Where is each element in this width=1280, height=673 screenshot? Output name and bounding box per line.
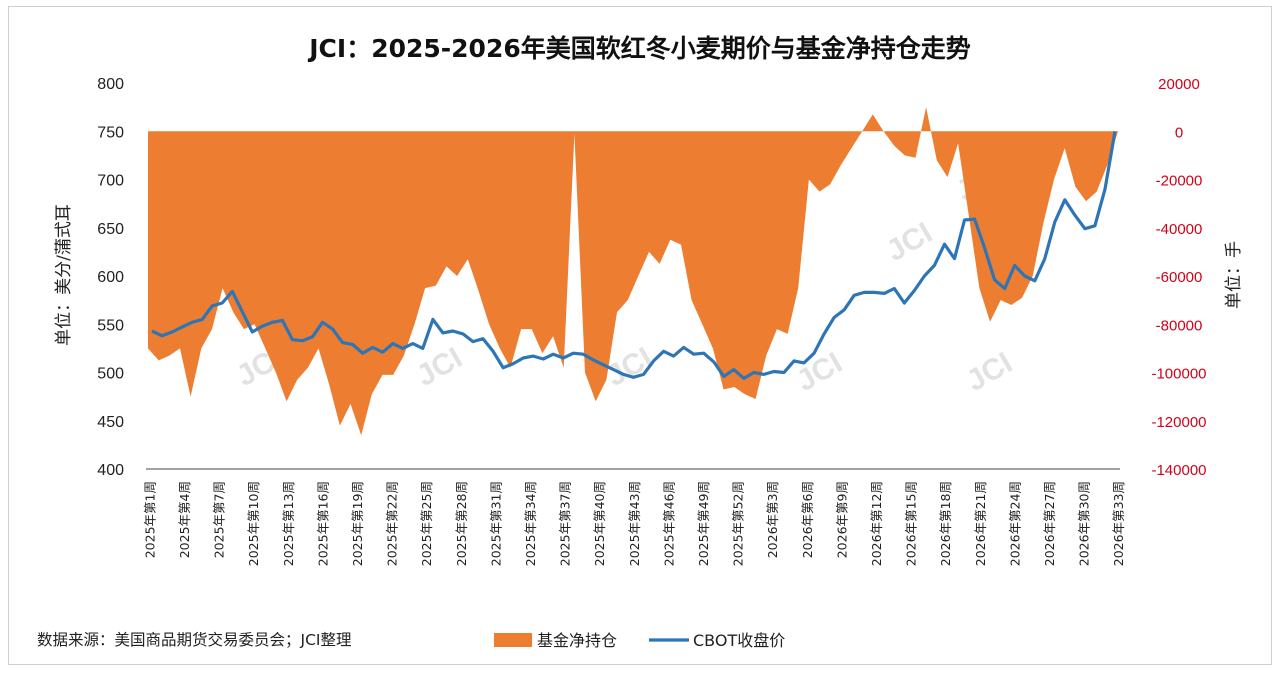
left-tick-label: 500	[97, 366, 124, 383]
x-tick-label: 2025年第16周	[315, 481, 330, 566]
x-tick-label: 2025年第37周	[558, 481, 573, 566]
right-axis-ticks: 20000 0 -20000 -40000 -60000 -80000 -100000 -12…	[1151, 76, 1206, 479]
x-tick-label: 2026年第33周	[1111, 481, 1126, 566]
right-tick-label: -100000	[1151, 366, 1206, 383]
right-tick-label: -40000	[1156, 221, 1203, 238]
right-tick-label: 0	[1175, 124, 1183, 141]
fund-net-position-area	[148, 107, 1118, 436]
x-axis-ticks: 2025年第1周 2025年第4周 2025年第7周 2025年第10周 2025年第1…	[142, 468, 1126, 566]
right-tick-label: -20000	[1156, 173, 1203, 190]
x-tick-label: 2026年第24周	[1007, 481, 1022, 566]
left-tick-label: 400	[97, 462, 124, 479]
left-axis-label: 单位：美分/蒲式耳	[54, 204, 74, 346]
x-tick-label: 2025年第1周	[142, 481, 157, 558]
legend: 基金净持仓 CBOT收盘价	[494, 631, 785, 650]
legend-label-line: CBOT收盘价	[693, 631, 785, 650]
chart-title: JCI：2025-2026年美国软红冬小麦期价与基金净持仓走势	[307, 34, 971, 63]
right-tick-label: -120000	[1151, 414, 1206, 431]
area-series-layer	[148, 107, 1118, 436]
x-tick-label: 2025年第13周	[281, 481, 296, 566]
x-tick-label: 2025年第43周	[627, 481, 642, 566]
x-tick-label: 2026年第12周	[869, 481, 884, 566]
chart-canvas: JCI：2025-2026年美国软红冬小麦期价与基金净持仓走势 JCI JCI JC…	[37, 34, 1244, 650]
left-tick-label: 800	[97, 76, 124, 93]
x-tick-label: 2026年第3周	[765, 481, 780, 558]
watermark-text: JCI	[961, 346, 1018, 398]
x-tick-label: 2025年第52周	[731, 481, 746, 566]
x-tick-label: 2025年第46周	[661, 481, 676, 566]
watermark-text: JCI	[881, 216, 938, 268]
x-tick-label: 2025年第31周	[488, 481, 503, 566]
x-tick-label: 2026年第30周	[1077, 481, 1092, 566]
line-series-layer	[151, 131, 1117, 380]
cbot-close-line	[151, 131, 1117, 380]
x-tick-label: 2026年第15周	[904, 481, 919, 566]
x-tick-label: 2025年第22周	[385, 481, 400, 566]
x-tick-label: 2025年第10周	[246, 481, 261, 566]
x-tick-label: 2025年第7周	[212, 481, 227, 558]
x-tick-label: 2026年第21周	[973, 481, 988, 566]
x-tick-label: 2025年第28周	[454, 481, 469, 566]
x-tick-label: 2025年第4周	[177, 481, 192, 558]
legend-swatch-area	[494, 633, 532, 647]
right-tick-label: -80000	[1156, 317, 1203, 334]
source-note: 数据来源：美国商品期货交易委员会；JCI整理	[37, 631, 351, 649]
left-tick-label: 650	[97, 221, 124, 238]
x-tick-label: 2026年第27周	[1042, 481, 1057, 566]
legend-label-area: 基金净持仓	[537, 631, 617, 650]
watermark-text: JCI	[411, 341, 468, 393]
x-tick-label: 2025年第34周	[523, 481, 538, 566]
left-tick-label: 450	[97, 414, 124, 431]
right-axis-label: 单位：手	[1224, 241, 1244, 309]
x-tick-label: 2025年第25周	[419, 481, 434, 566]
left-tick-label: 750	[97, 124, 124, 141]
x-tick-label: 2026年第18周	[938, 481, 953, 566]
left-tick-label: 550	[97, 317, 124, 334]
x-tick-label: 2026年第6周	[800, 481, 815, 558]
x-tick-label: 2026年第9周	[834, 481, 849, 558]
left-tick-label: 700	[97, 173, 124, 190]
x-tick-label: 2025年第19周	[350, 481, 365, 566]
left-tick-label: 600	[97, 269, 124, 286]
right-tick-label: -140000	[1151, 462, 1206, 479]
left-axis-ticks: 800 750 700 650 600 550 500 450 400	[97, 76, 124, 479]
right-tick-label: 20000	[1158, 76, 1200, 93]
x-tick-label: 2025年第49周	[696, 481, 711, 566]
right-tick-label: -60000	[1156, 269, 1203, 286]
chart-frame: JCI：2025-2026年美国软红冬小麦期价与基金净持仓走势 JCI JCI JC…	[8, 6, 1272, 665]
watermark-text: JCI	[791, 346, 848, 398]
x-tick-label: 2025年第40周	[592, 481, 607, 566]
